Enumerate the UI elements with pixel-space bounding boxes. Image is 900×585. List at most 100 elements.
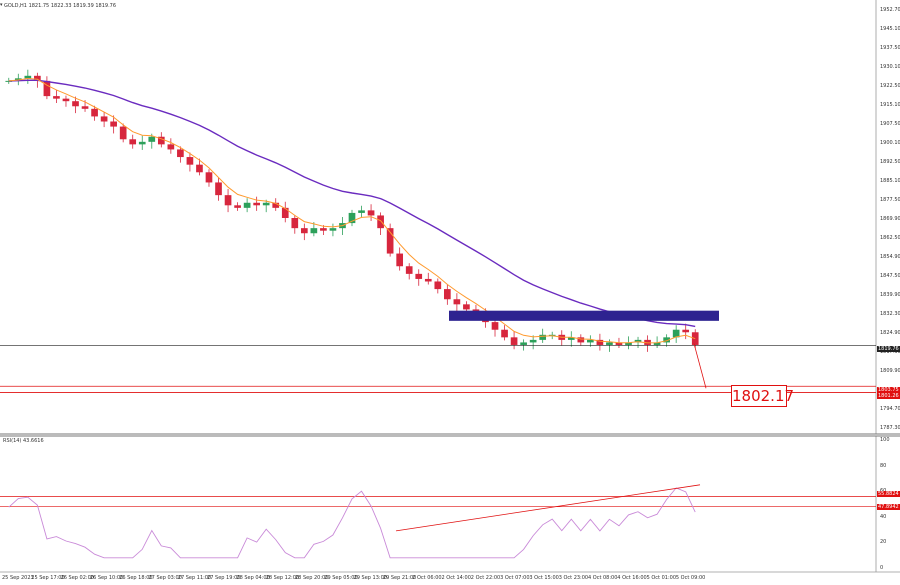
candle-body [434,281,442,290]
candle-body [520,342,527,345]
rsi-tag-lower: 47.8942 [877,504,900,510]
price-axis-label: 1832.30 [880,311,900,317]
price-axis-label: 1847.50 [880,273,900,279]
candle-body [119,126,127,140]
candle-body [177,149,184,158]
price-axis-label: 1885.10 [880,178,900,184]
candle-body [510,337,518,345]
time-axis-label: 4 Oct 08:00 [588,575,618,581]
price-axis-label: 1869.90 [880,216,900,222]
price-axis-label: 1900.10 [880,140,900,146]
resistance-zone[interactable] [449,310,719,321]
candle-body [129,139,137,145]
candle-body [157,136,165,145]
candle-body [300,228,308,234]
candle-body [367,210,375,216]
candle-body [672,329,680,338]
candle-body [62,98,70,102]
time-axis-label: 26 Sep 18:00 [119,575,153,581]
candle-body [348,212,356,224]
time-axis-label: 25 Sep 17:00 [31,575,65,581]
candle-body [405,266,413,274]
support-tag-upper: 1803.75 [877,387,900,393]
candle-body [5,80,13,82]
time-axis-label: 29 Sep 05:00 [324,575,358,581]
candle-body [529,339,537,343]
candle-body [396,253,404,267]
candle-body [501,329,508,338]
candle-body [424,278,432,282]
candle-body [215,182,222,196]
price-axis-label: 1907.50 [880,121,900,127]
current-price-tag: 1819.76 [877,346,900,352]
candle-body [253,202,260,206]
candle-body [663,337,670,343]
price-axis-label: 1809.90 [880,368,900,374]
candle-body [463,304,470,310]
candle-body [224,195,232,206]
candle-body [272,202,280,208]
symbol-header: GOLD,H1 1821.75 1822.33 1819.39 1819.76 [4,3,117,9]
candle-body [377,215,384,229]
time-axis-label: 25 Sep 2023 [2,575,34,581]
time-axis-label: 28 Sep 04:00 [236,575,270,581]
time-axis-label: 2 Oct 14:00 [441,575,471,581]
candle-body [329,228,337,231]
candle-body [81,106,89,109]
candle-body [100,116,108,122]
candle-body [491,322,499,330]
time-axis-label: 27 Sep 03:00 [148,575,182,581]
candle-body [91,108,98,117]
price-axis-label: 1839.90 [880,292,900,298]
candle-body [539,334,547,340]
ema-slow-line [8,79,696,328]
time-axis-label: 26 Sep 10:00 [89,575,124,581]
support-tag-lower: 1801.26 [877,393,900,399]
candle-body [281,207,289,218]
price-axis-label: 1794.70 [880,406,900,412]
candle-body [148,136,156,142]
candle-body [110,121,117,127]
candle-body [291,218,299,229]
time-axis-label: 29 Sep 21:00 [382,575,417,581]
candle-body [262,202,270,206]
price-axis-label: 1930.10 [880,64,900,70]
time-axis-label: 2 Oct 06:00 [412,575,442,581]
rsi-axis-label: 80 [880,462,887,469]
candle-body [243,202,251,208]
rsi-trendline [395,484,701,532]
time-axis-label: 29 Sep 13:00 [353,575,387,581]
candle-body [43,80,51,97]
candle-body [34,75,41,81]
time-axis-label: 2 Oct 22:00 [470,575,501,581]
candle-body [444,289,451,300]
rsi-axis-label: 20 [880,539,887,546]
rsi-line [8,487,696,559]
price-axis-label: 1787.30 [880,425,900,431]
time-axis-label: 27 Sep 11:00 [177,575,212,581]
candle-body [682,329,690,333]
candle-body [53,96,60,99]
candle-body [587,339,594,343]
price-axis-label: 1915.10 [880,102,900,108]
price-axis-label: 1824.90 [880,330,900,336]
projection-arrow [693,343,707,389]
candle-body [567,337,575,340]
price-axis-label: 1945.10 [880,26,900,32]
candle-body [167,144,175,150]
candle-body [358,210,365,213]
dropdown-triangle-icon[interactable]: ▾ [0,2,3,8]
candle-body [24,75,32,79]
candle-body [186,157,194,165]
time-axis-label: 3 Oct 23:00 [558,575,589,581]
time-axis-label: 26 Sep 02:00 [60,575,94,581]
time-axis-label: 3 Oct 15:00 [529,575,559,581]
rsi-panel[interactable] [0,484,876,559]
candle-body [606,342,613,345]
rsi-axis-label: 100 [880,437,890,443]
candle-body [234,205,241,208]
candle-body [320,228,327,231]
candle-body [196,164,203,173]
time-axis-label: 27 Sep 19:00 [207,575,241,581]
